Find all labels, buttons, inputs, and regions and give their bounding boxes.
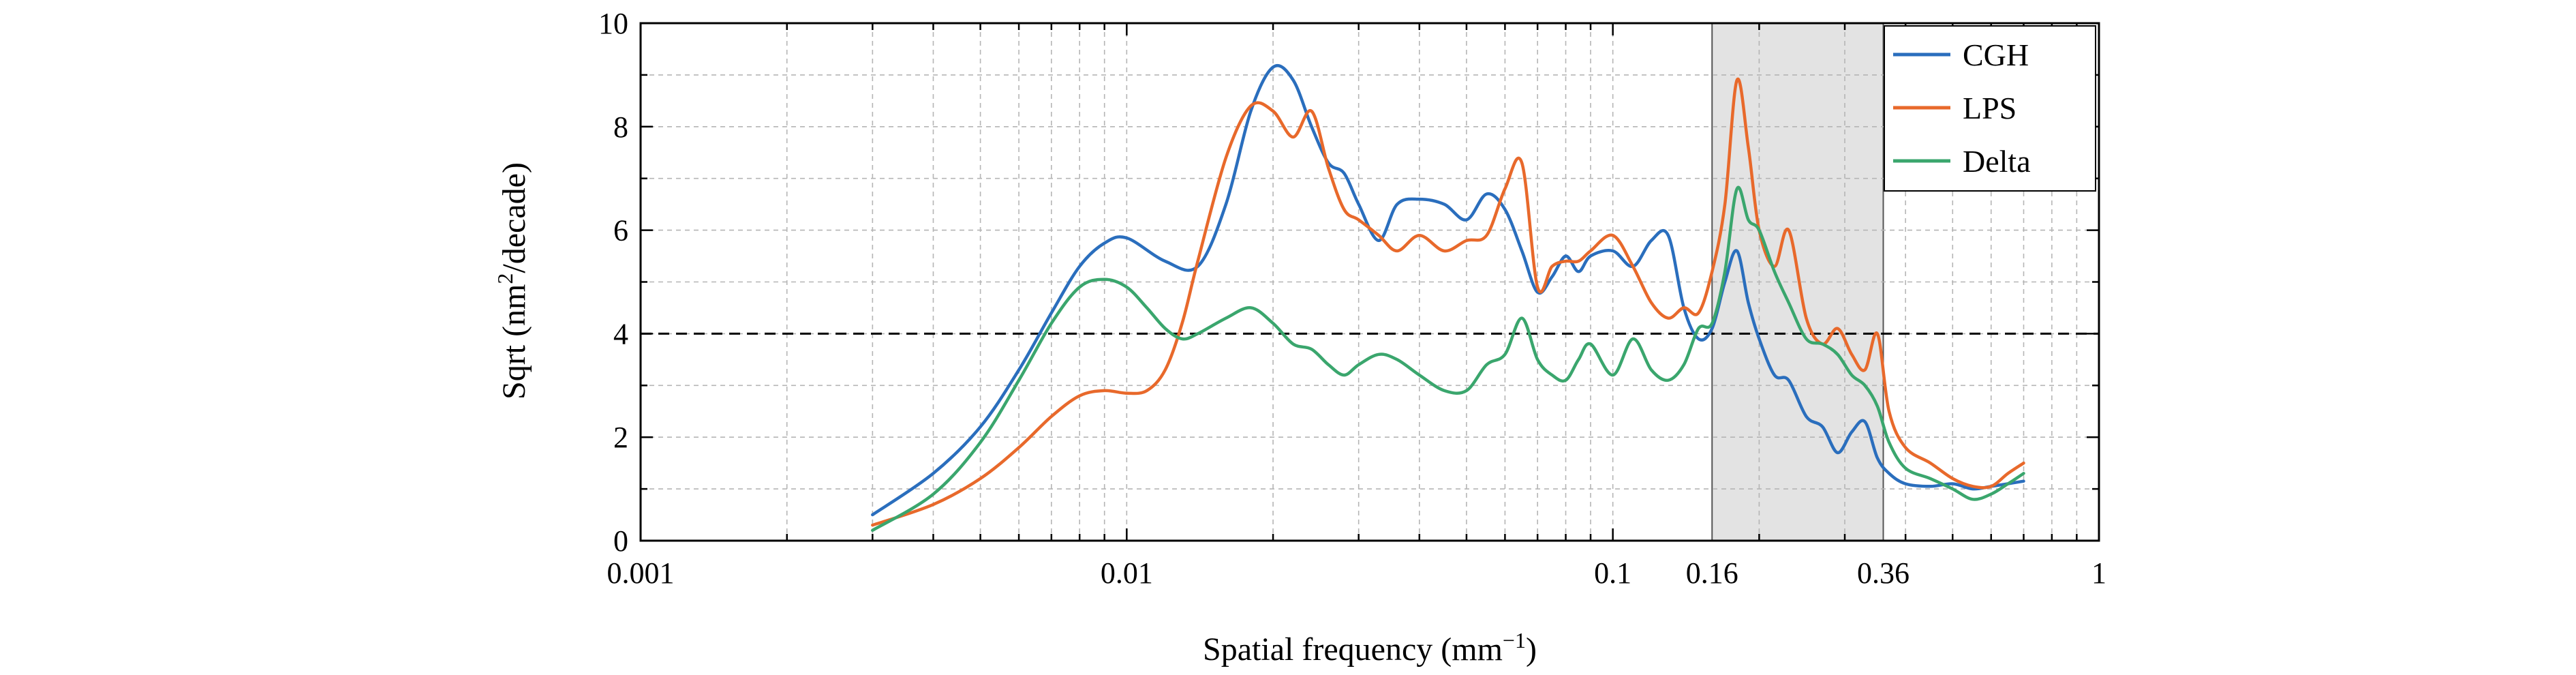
x-axis-title: Spatial frequency (mm−1) [1203, 628, 1537, 668]
x-axis-title-main: Spatial frequency (mm [1203, 631, 1503, 668]
y-tick-label: 6 [613, 214, 628, 247]
legend-label-lps: LPS [1963, 91, 2017, 125]
x-tick-label: 1 [2091, 556, 2106, 590]
x-tick-label: 0.001 [607, 556, 675, 590]
legend: CGH LPS Delta [1884, 25, 2096, 192]
x-tick-label: 0.36 [1857, 556, 1910, 590]
x-tick-label: 0.1 [1594, 556, 1631, 590]
y-axis-title-main: Sqrt (nm [496, 284, 532, 400]
grid-layer [641, 23, 2099, 541]
series-layer [871, 63, 2025, 532]
x-tick-label: 0.01 [1101, 556, 1153, 590]
y-axis-title-sup: 2 [493, 273, 517, 284]
legend-label-cgh: CGH [1963, 38, 2029, 72]
x-axis-title-end: ) [1526, 631, 1537, 668]
x-tick-label: 0.16 [1686, 556, 1738, 590]
y-tick-label: 8 [613, 110, 628, 144]
y-tick-label: 0 [613, 524, 628, 558]
series-line-lps [871, 77, 2025, 527]
series-line-delta [871, 185, 2025, 532]
y-tick-label: 4 [613, 317, 628, 350]
y-axis-title: Sqrt (nm2/decade) [493, 162, 532, 400]
series-line-cgh [871, 63, 2025, 517]
legend-label-delta: Delta [1963, 144, 2031, 179]
x-axis-title-sup: −1 [1503, 628, 1526, 652]
y-tick-label: 10 [598, 7, 628, 40]
y-axis-title-end: /decade) [496, 162, 532, 273]
y-tick-label: 2 [613, 421, 628, 454]
